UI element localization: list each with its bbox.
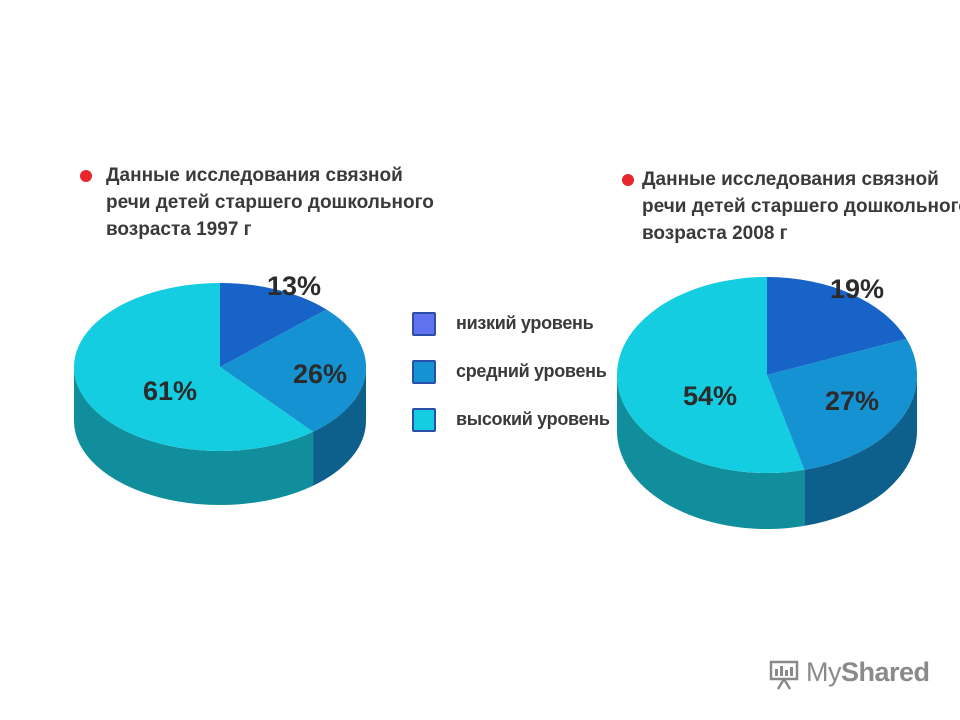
legend-item-high: высокий уровень (412, 408, 612, 456)
pie-side-high (74, 367, 314, 505)
chart-title-2008: Данные исследования связной речи детей с… (642, 169, 960, 244)
legend-item-low: низкий уровень (412, 312, 612, 360)
pie-slice-mid (220, 309, 366, 432)
legend-swatch-low (412, 312, 436, 336)
pie-side-high (617, 375, 805, 529)
legend-swatch-mid (412, 360, 436, 384)
pie-slice-mid (767, 338, 917, 470)
pie-value-label-high: 54% (683, 381, 737, 411)
legend-label-high: высокий уровень (456, 409, 610, 429)
legend-label-low: низкий уровень (456, 313, 594, 333)
legend: низкий уровень средний уровень высокий у… (412, 312, 612, 456)
title-bullet-icon (622, 174, 634, 186)
pie-side-mid (313, 367, 366, 486)
pie-value-label-low: 13% (267, 271, 321, 301)
pie-slice-high (73, 283, 314, 451)
legend-item-mid: средний уровень (412, 360, 612, 408)
pie-chart-2008: 19% 27% 54% (617, 274, 917, 529)
title-bullet-icon (80, 170, 92, 182)
presentation-icon (769, 660, 799, 690)
pie-side-group (617, 375, 917, 529)
legend-swatch-high (412, 408, 436, 432)
pie-slice-high (617, 277, 805, 473)
pie-slice-low (220, 283, 327, 367)
pie-value-label-mid: 26% (293, 359, 347, 389)
pie-value-label-low: 19% (830, 274, 884, 304)
pie-side-mid (804, 375, 917, 526)
pie-slice-low (767, 277, 907, 375)
pie-value-label-mid: 27% (825, 386, 879, 416)
watermark-logo: MyShared (768, 655, 938, 695)
pie-chart-1997: 13% 26% 61% (73, 271, 366, 505)
watermark-text: MyShared (806, 657, 930, 687)
pie-value-label-high: 61% (143, 376, 197, 406)
chart-title-1997: Данные исследования связной речи детей с… (106, 165, 434, 240)
legend-label-mid: средний уровень (456, 361, 607, 381)
pie-side-group (74, 367, 366, 505)
